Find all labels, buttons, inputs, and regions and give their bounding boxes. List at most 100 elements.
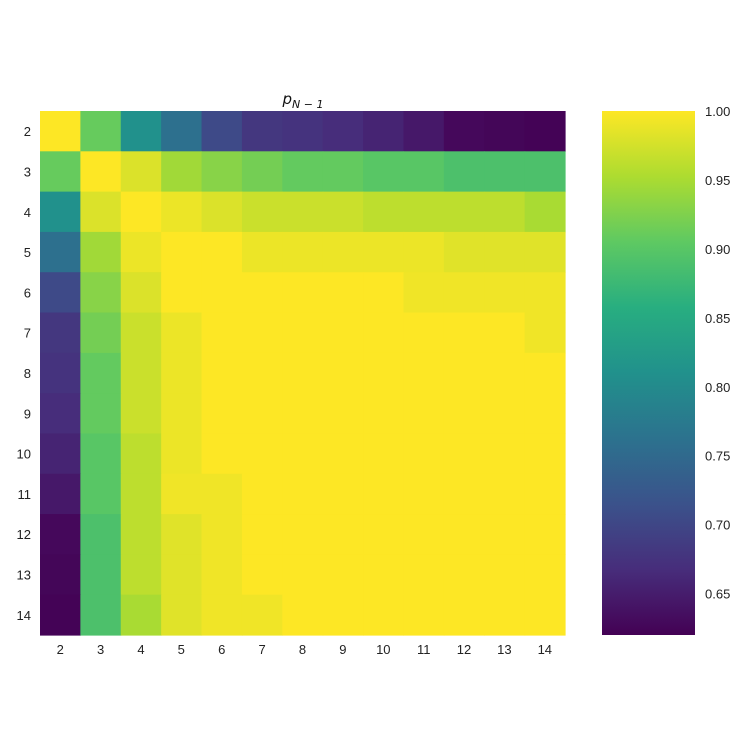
heatmap-cell bbox=[322, 433, 364, 475]
heatmap-cell bbox=[282, 473, 324, 515]
heatmap-cell bbox=[201, 352, 243, 394]
heatmap-cell bbox=[120, 393, 162, 435]
colorbar-tick-label: 0.85 bbox=[705, 311, 730, 326]
heatmap-cell bbox=[484, 151, 526, 193]
heatmap-cell bbox=[484, 473, 526, 515]
heatmap-cell bbox=[201, 231, 243, 273]
heatmap-cell bbox=[443, 191, 485, 233]
y-tick-label: 5 bbox=[24, 245, 31, 260]
heatmap-cell bbox=[363, 393, 405, 435]
heatmap-cell bbox=[201, 151, 243, 193]
heatmap-cell bbox=[201, 191, 243, 233]
heatmap-cell bbox=[363, 594, 405, 636]
heatmap-cell bbox=[40, 231, 81, 273]
heatmap-cell bbox=[201, 111, 243, 152]
colorbar-tick-label: 0.95 bbox=[705, 173, 730, 188]
heatmap-cell bbox=[120, 473, 162, 515]
heatmap-cell bbox=[241, 352, 283, 394]
heatmap-cell bbox=[80, 594, 122, 636]
heatmap-cell bbox=[443, 433, 485, 475]
heatmap-cell bbox=[443, 312, 485, 354]
heatmap-cell bbox=[524, 594, 566, 636]
heatmap-cell bbox=[161, 514, 203, 555]
heatmap-cell bbox=[363, 554, 405, 596]
y-tick-label: 4 bbox=[24, 205, 31, 220]
heatmap-cell bbox=[363, 191, 405, 233]
heatmap-cell bbox=[363, 231, 405, 273]
x-tick-label: 4 bbox=[137, 642, 144, 657]
heatmap-cell bbox=[80, 191, 122, 233]
heatmap-cell bbox=[524, 352, 566, 394]
x-tick-label: 5 bbox=[178, 642, 185, 657]
heatmap-cell bbox=[161, 352, 203, 394]
heatmap-cell bbox=[40, 191, 81, 233]
heatmap-cell bbox=[40, 151, 81, 193]
heatmap-cell bbox=[40, 554, 81, 596]
heatmap-cell bbox=[403, 352, 445, 394]
heatmap-cell bbox=[403, 272, 445, 314]
heatmap-cell bbox=[201, 393, 243, 435]
heatmap-cell bbox=[201, 312, 243, 354]
heatmap-cell bbox=[524, 514, 566, 555]
heatmap-cell bbox=[120, 594, 162, 636]
heatmap-cell bbox=[403, 231, 445, 273]
x-tick-label: 10 bbox=[376, 642, 390, 657]
y-tick-label: 3 bbox=[24, 165, 31, 180]
heatmap-cell bbox=[80, 514, 122, 555]
heatmap-cell bbox=[80, 352, 122, 394]
heatmap-cell bbox=[120, 231, 162, 273]
heatmap-cell bbox=[161, 231, 203, 273]
heatmap-cell bbox=[80, 231, 122, 273]
heatmap-cell bbox=[484, 191, 526, 233]
heatmap-cell bbox=[282, 393, 324, 435]
heatmap-cell bbox=[403, 312, 445, 354]
colorbar bbox=[602, 111, 695, 635]
heatmap-cell bbox=[40, 433, 81, 475]
heatmap-cell bbox=[241, 151, 283, 193]
x-tick-label: 12 bbox=[457, 642, 471, 657]
heatmap-cell bbox=[282, 312, 324, 354]
heatmap-cell bbox=[322, 554, 364, 596]
heatmap-cell bbox=[524, 231, 566, 273]
heatmap-cell bbox=[524, 191, 566, 233]
heatmap-cell bbox=[443, 594, 485, 636]
heatmap-cell bbox=[403, 433, 445, 475]
x-tick-label: 13 bbox=[497, 642, 511, 657]
colorbar-ticks: 0.65 0.70 0.75 0.80 0.85 0.90 0.95 1.00 bbox=[705, 104, 730, 602]
heatmap-cell bbox=[524, 111, 566, 152]
heatmap-cell bbox=[40, 312, 81, 354]
heatmap-cell bbox=[201, 514, 243, 555]
heatmap-cell bbox=[40, 352, 81, 394]
heatmap-cell bbox=[241, 554, 283, 596]
heatmap-cell bbox=[161, 554, 203, 596]
x-tick-label: 7 bbox=[258, 642, 265, 657]
y-tick-label: 6 bbox=[24, 285, 31, 300]
heatmap-cell bbox=[524, 312, 566, 354]
heatmap-cell bbox=[80, 312, 122, 354]
heatmap-cell bbox=[120, 352, 162, 394]
heatmap-cell bbox=[241, 111, 283, 152]
heatmap-cell bbox=[282, 151, 324, 193]
heatmap-cell bbox=[443, 473, 485, 515]
heatmap-cell bbox=[322, 393, 364, 435]
heatmap-cell bbox=[484, 393, 526, 435]
heatmap-cell bbox=[120, 433, 162, 475]
heatmap-cell bbox=[282, 231, 324, 273]
heatmap-cell bbox=[524, 554, 566, 596]
heatmap-cell bbox=[161, 272, 203, 314]
heatmap-cell bbox=[403, 554, 445, 596]
y-tick-label: 9 bbox=[24, 406, 31, 421]
heatmap-cell bbox=[241, 191, 283, 233]
heatmap-cell bbox=[80, 554, 122, 596]
heatmap-cell bbox=[241, 393, 283, 435]
heatmap-cell bbox=[322, 594, 364, 636]
heatmap-cell bbox=[282, 594, 324, 636]
heatmap-cell bbox=[363, 514, 405, 555]
heatmap-cell bbox=[282, 554, 324, 596]
heatmap-cell bbox=[443, 111, 485, 152]
heatmap-cell bbox=[322, 231, 364, 273]
heatmap-cell bbox=[443, 151, 485, 193]
heatmap-cell bbox=[161, 312, 203, 354]
heatmap-cell bbox=[161, 191, 203, 233]
heatmap-cell bbox=[363, 312, 405, 354]
